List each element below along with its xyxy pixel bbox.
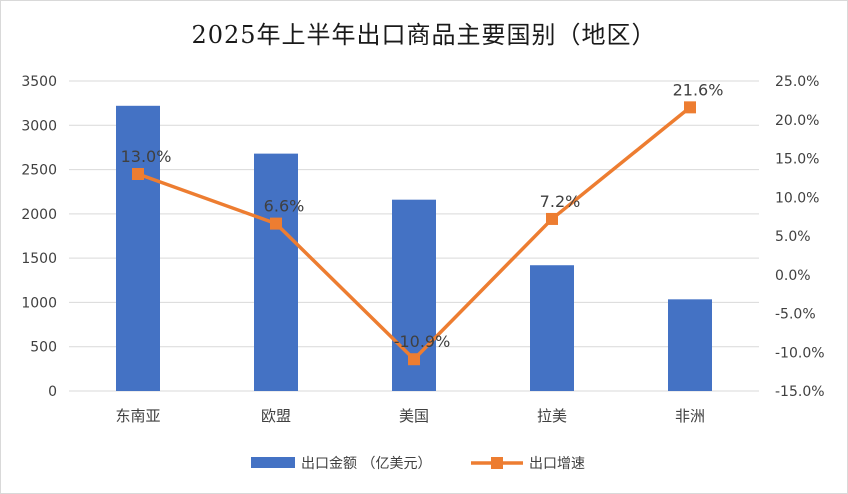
- bar-series: [116, 105, 712, 392]
- right-tick-label: 20.0%: [775, 113, 819, 129]
- data-label: -10.9%: [394, 332, 451, 351]
- legend: 出口金额 （亿美元） 出口增速: [251, 456, 585, 472]
- category-axis: 东南亚 欧盟 美国 拉美 非洲: [115, 407, 705, 425]
- category-label: 欧盟: [261, 407, 291, 425]
- category-label: 拉美: [537, 407, 567, 425]
- line-marker: [132, 168, 144, 180]
- bar: [530, 265, 574, 391]
- legend-bar-label: 出口金额 （亿美元）: [301, 456, 431, 472]
- bar: [116, 105, 160, 392]
- right-tick-label: -15.0%: [775, 384, 825, 400]
- data-label: 7.2%: [540, 192, 581, 211]
- right-tick-label: -5.0%: [775, 307, 816, 323]
- right-tick-label: 15.0%: [775, 152, 819, 168]
- left-tick-label: 3500: [21, 74, 57, 90]
- right-tick-label: 5.0%: [775, 229, 811, 245]
- left-axis: 0 500 1000 1500 2000 2500 3000 3500: [21, 74, 57, 400]
- left-tick-label: 2500: [21, 163, 57, 179]
- data-label: 21.6%: [673, 80, 724, 99]
- left-tick-label: 1500: [21, 251, 57, 267]
- data-label: 13.0%: [121, 147, 172, 166]
- right-tick-label: 10.0%: [775, 190, 819, 206]
- right-tick-label: -10.0%: [775, 345, 825, 361]
- line-series: 13.0% 6.6% -10.9% 7.2% 21.6%: [121, 80, 724, 366]
- left-tick-label: 2000: [21, 207, 57, 223]
- line-marker: [408, 353, 420, 366]
- left-tick-label: 3000: [21, 118, 57, 134]
- left-tick-label: 0: [48, 384, 57, 400]
- legend-line-label: 出口增速: [529, 456, 585, 472]
- bar: [254, 153, 298, 391]
- right-axis: -15.0% -10.0% -5.0% 0.0% 5.0% 10.0% 15.0% 20.0%…: [775, 74, 825, 400]
- chart-title: 2025年上半年出口商品主要国别（地区）: [191, 21, 657, 49]
- category-label: 东南亚: [115, 407, 160, 425]
- left-tick-label: 1000: [21, 295, 57, 311]
- legend-line-marker: [491, 457, 503, 469]
- data-label: 6.6%: [264, 197, 305, 216]
- line-marker: [270, 217, 282, 230]
- legend-bar-swatch: [251, 457, 295, 468]
- right-tick-label: 25.0%: [775, 74, 819, 90]
- line-marker: [684, 101, 696, 114]
- line-marker: [546, 212, 558, 225]
- category-label: 非洲: [675, 407, 705, 425]
- bar: [668, 299, 712, 391]
- right-tick-label: 0.0%: [775, 268, 811, 284]
- category-label: 美国: [399, 407, 429, 425]
- left-tick-label: 500: [30, 340, 57, 356]
